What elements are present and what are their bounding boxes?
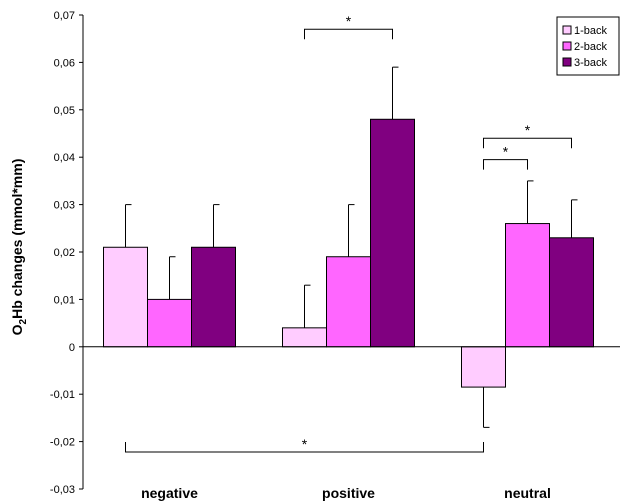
bar-2-back-neutral bbox=[505, 223, 550, 348]
significance-star: * bbox=[503, 144, 509, 160]
y-tick-label: 0,04 bbox=[54, 152, 75, 164]
category-label-positive: positive bbox=[322, 485, 375, 501]
significance-star: * bbox=[302, 436, 308, 452]
y-tick-label: 0,03 bbox=[54, 200, 75, 212]
bar-2-back-positive bbox=[326, 256, 371, 348]
significance-star: * bbox=[525, 122, 531, 138]
y-tick-label: 0,05 bbox=[54, 105, 75, 117]
y-tick-label: 0,06 bbox=[54, 57, 75, 69]
y-tick-label: 0,01 bbox=[54, 294, 75, 306]
category-label-neutral: neutral bbox=[504, 485, 551, 501]
legend-label-3-back: 3-back bbox=[574, 57, 608, 69]
y-tick-label: 0 bbox=[69, 342, 75, 354]
bar-3-back-positive bbox=[370, 118, 415, 348]
significance-bracket bbox=[483, 137, 572, 149]
category-labels: negative positive neutral bbox=[141, 485, 551, 501]
bar-2-back-negative bbox=[147, 298, 192, 348]
y-axis: 0,07 0,06 0,05 0,04 0,03 0,02 0,01 0 -0,01 -0,02 -… bbox=[50, 10, 84, 496]
significance-bracket bbox=[304, 28, 393, 40]
legend-swatch-1-back bbox=[562, 25, 572, 35]
significance-brackets: * * * * bbox=[125, 13, 572, 453]
legend-swatch-3-back bbox=[562, 57, 572, 67]
bar-3-back-neutral bbox=[549, 237, 594, 348]
y-tick-label: -0,02 bbox=[50, 437, 75, 449]
significance-star: * bbox=[346, 13, 352, 29]
bar-1-back-negative bbox=[103, 246, 148, 348]
legend-label-1-back: 1-back bbox=[574, 25, 608, 37]
y-tick-label: 0,02 bbox=[54, 247, 75, 259]
y-label-pre: O bbox=[9, 324, 25, 335]
bar-1-back-positive bbox=[282, 327, 327, 348]
y-label-sub: 2 bbox=[18, 318, 29, 324]
legend: 1-back 2-back 3-back bbox=[556, 16, 620, 76]
significance-bracket bbox=[125, 442, 484, 453]
category-label-negative: negative bbox=[141, 485, 198, 501]
y-label-post: Hb changes (mmol*mm) bbox=[9, 159, 25, 319]
y-tick-label: 0,07 bbox=[54, 10, 75, 22]
significance-bracket bbox=[483, 159, 528, 170]
y-tick-label: -0,03 bbox=[50, 484, 75, 496]
error-bars bbox=[125, 66, 578, 428]
legend-label-2-back: 2-back bbox=[574, 41, 608, 53]
bar-3-back-negative bbox=[191, 246, 236, 348]
y-axis-label: O2Hb changes (mmol*mm) bbox=[9, 159, 29, 336]
y-tick-label: -0,01 bbox=[50, 389, 75, 401]
bars bbox=[103, 118, 594, 388]
bar-1-back-neutral bbox=[461, 346, 506, 388]
legend-swatch-2-back bbox=[562, 41, 572, 51]
